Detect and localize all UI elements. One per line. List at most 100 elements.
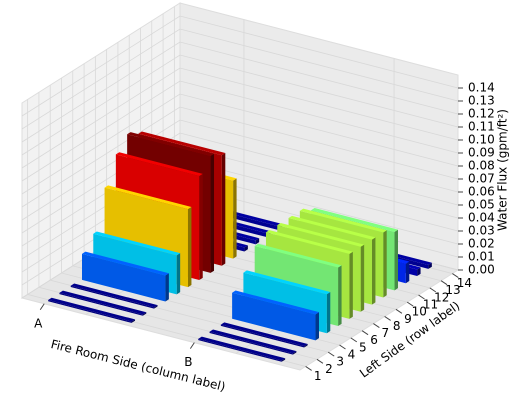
bar-top [220,322,308,347]
y-tick-label: 2 [325,362,333,376]
y-tick-label: 11 [423,298,438,312]
x-tick [39,303,45,311]
y-tick [361,330,369,336]
y-tick [305,366,312,371]
z-tick-label: 0.04 [468,211,495,225]
bar-top [232,290,319,315]
y-tick-label: 10 [412,305,427,319]
y-tick-label: 8 [393,319,401,333]
bar [82,251,169,302]
bar-top [243,270,331,295]
bar-top [209,329,297,354]
y-tick [327,351,335,357]
bar-top [104,185,192,210]
bar-front [198,338,282,362]
y-tick-label: 14 [457,276,472,290]
y-tick-label: 7 [382,326,390,340]
z-tick-label: 0.06 [468,185,495,199]
z-tick-label: 0.05 [468,198,495,212]
bar [232,290,319,341]
bar-side [142,312,147,316]
bar-side [187,206,192,288]
bar-side [394,229,398,291]
bar-side [326,291,331,334]
grid-line [21,54,459,156]
grid-line [21,28,459,130]
z-tick-label: 0.07 [468,172,495,186]
z-axis-title: Water Flux (gpm/ft²) [496,109,510,231]
z-tick-label: 0.03 [468,224,495,238]
bar-top [127,132,215,156]
bar [209,329,297,355]
bar-side [255,238,260,245]
bar-side [360,244,365,312]
y-tick [452,273,459,278]
y-tick-label: 5 [359,340,367,354]
bar [198,336,286,362]
bar-front [220,324,305,348]
bar-side [131,319,136,323]
y-tick [395,308,403,314]
bar-side [349,251,353,319]
z-tick-label: 0.02 [468,237,495,251]
z-tick-label: 0.08 [468,159,495,173]
x-tick [189,342,195,349]
bar-top [93,231,181,256]
grid-line [21,80,459,182]
z-tick-label: 0.11 [468,120,495,134]
y-tick [429,287,437,293]
x-tick-label: A [34,316,43,330]
grid-line [21,93,459,195]
bar-side [428,262,432,269]
y-tick-label: 9 [404,312,412,326]
bar-top [82,251,169,276]
y-tick [339,344,346,350]
bar [70,283,158,309]
bar-side [281,358,286,362]
y-tick [316,358,324,364]
bar-front [82,253,166,302]
y-tick [440,280,448,286]
bar-side [304,343,308,348]
bar-side [383,230,387,298]
y-tick [350,337,358,343]
bar-side [292,351,297,355]
bar [48,297,136,323]
y-tick-label: 4 [348,348,356,362]
bar-side [176,253,181,295]
y-tick-label: 1 [314,369,322,383]
y-tick [418,294,425,300]
y-tick [384,316,391,321]
bar-side [165,273,169,302]
bar-side [417,267,421,277]
grid-line [21,106,459,208]
grid-line [21,15,459,117]
bar-top [299,208,387,233]
bar-side [315,312,319,341]
bar-top [277,222,365,247]
bar-side [244,245,248,252]
bar-top [115,152,203,177]
bar-front [232,292,316,341]
bar-front [209,331,293,355]
bar-front [70,285,155,309]
grid-line [21,41,459,143]
y-tick [406,301,414,307]
z-tick-label: 0.09 [468,146,495,160]
bar-top [254,243,342,268]
bar [59,290,147,316]
bar-top [70,283,158,308]
bar-side [199,173,203,281]
bar-top [59,290,147,315]
bar-side [338,265,342,327]
grid-line [21,67,459,169]
bar-top [138,131,226,156]
z-tick-label: 0.12 [468,107,495,121]
bar-top [198,336,286,361]
bar-side [221,153,226,266]
bar-side [210,153,215,273]
y-tick-label: 6 [370,333,378,347]
bar-top [48,297,136,322]
bar-front [48,299,132,323]
